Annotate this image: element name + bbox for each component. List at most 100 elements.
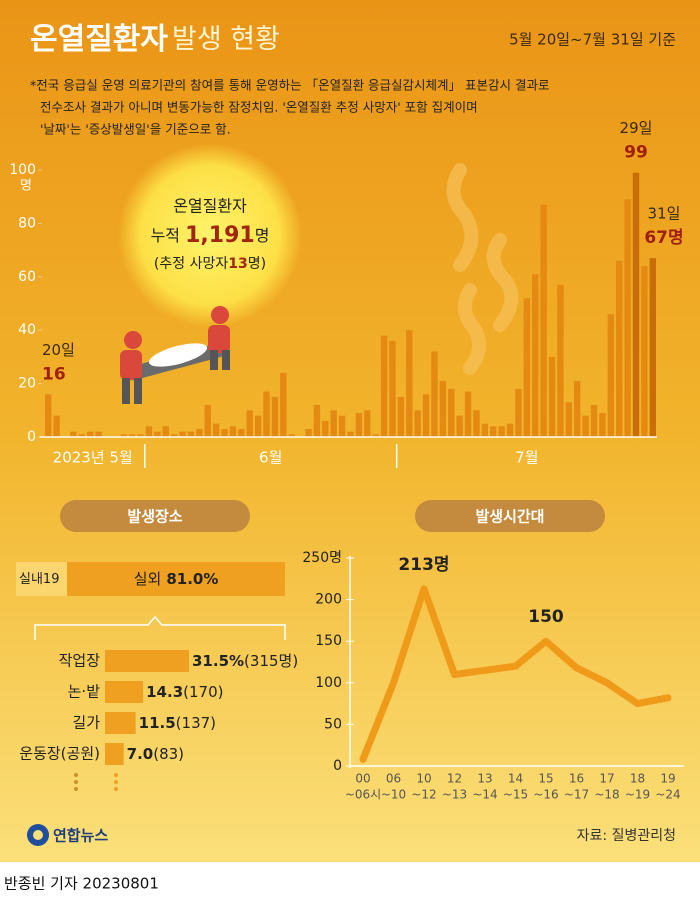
y-tick-label: 50 — [324, 716, 342, 732]
value-label-part: 14.3 — [146, 683, 183, 701]
bar — [574, 380, 581, 437]
annotation-value: 99 — [624, 143, 648, 163]
callout-line: 온열질환자 — [173, 197, 247, 216]
y-tick-label: 60 — [18, 269, 36, 285]
section-pill — [60, 500, 250, 532]
chart-title: 온열질환자 발생 현황 — [30, 22, 280, 57]
annotation-value: 67명 — [644, 228, 683, 248]
bar — [448, 388, 455, 437]
x-tick-label: 10 — [416, 772, 431, 786]
bar — [313, 404, 321, 437]
value-label-part: (170) — [183, 683, 223, 701]
bar — [145, 426, 153, 437]
share-label: 실내19 — [19, 572, 59, 587]
x-tick-label: 15 — [538, 772, 553, 786]
bar — [105, 743, 124, 765]
value-label: 31.5%(315명) — [192, 652, 298, 670]
callout-glow — [118, 143, 302, 327]
bar — [95, 431, 102, 437]
bar — [607, 314, 615, 437]
bar — [372, 434, 379, 437]
x-tick-label: ~10 — [381, 788, 406, 802]
x-tick-label: 14 — [508, 772, 523, 786]
bar — [212, 423, 220, 437]
bar — [464, 391, 472, 437]
bar — [590, 404, 598, 437]
category-label: 작업장 — [59, 652, 101, 670]
month-label: 6월 — [259, 449, 282, 467]
callout-total-part: 1,191 — [185, 223, 255, 248]
chart-title-part: 발생 현황 — [172, 24, 280, 55]
bar — [523, 298, 531, 437]
y-tick-label: 0 — [333, 758, 342, 774]
callout-total-part: 누적 — [151, 226, 186, 245]
bar — [246, 410, 253, 437]
value-label: 7.0(83) — [127, 745, 184, 763]
bar — [624, 199, 631, 437]
value-label: 150 — [528, 607, 564, 627]
bar — [238, 428, 245, 437]
note: '날짜'는 '증상발생일'을 기준으로 함. — [40, 122, 231, 137]
value-label-part: (137) — [176, 714, 216, 732]
share-label-part: 81.0% — [166, 570, 218, 588]
bar — [187, 431, 195, 437]
bar — [271, 396, 279, 437]
bar — [105, 650, 189, 672]
line — [359, 585, 672, 763]
bar — [515, 388, 522, 437]
bar — [221, 428, 228, 437]
share-label-part: 실외 — [134, 570, 162, 588]
bar — [137, 434, 144, 437]
x-tick-label: 06 — [386, 772, 401, 786]
note: *전국 응급실 운영 의료기관의 참여를 통해 운영하는 「온열질환 응급실감시… — [30, 78, 550, 93]
bar — [196, 428, 203, 437]
bar — [641, 266, 648, 437]
bar — [414, 410, 421, 437]
y-tick-label: 200 — [315, 592, 342, 608]
callout-deaths-part: 13 — [228, 256, 247, 272]
value-label-part: 31.5% — [192, 652, 244, 670]
callout-deaths: (추정 사망자13명) — [154, 256, 266, 272]
y-tick-label: 80 — [18, 215, 36, 231]
bar — [254, 415, 262, 437]
bar — [548, 356, 556, 437]
bar — [616, 260, 623, 437]
bar — [105, 712, 136, 734]
bar — [288, 434, 295, 437]
bar — [565, 402, 573, 437]
y-tick-label: 150 — [315, 633, 342, 649]
x-tick-label: ~13 — [442, 788, 467, 802]
bar — [389, 340, 396, 437]
x-tick-label: 13 — [477, 772, 492, 786]
callout-deaths-part: (추정 사망자 — [154, 256, 228, 272]
byline: 반종빈 기자 20230801 — [4, 875, 159, 893]
bar — [45, 394, 52, 437]
y-tick-label: 250명 — [302, 550, 342, 566]
logo-icon — [27, 824, 49, 846]
bar — [105, 681, 144, 703]
value-label: 213명 — [398, 555, 449, 575]
x-tick-label: ~14 — [472, 788, 497, 802]
section-title: 발생시간대 — [475, 508, 544, 526]
bar — [481, 423, 489, 437]
share-label-part: 19 — [43, 572, 60, 587]
bar — [154, 431, 161, 437]
bar — [406, 330, 413, 437]
bracket — [34, 615, 286, 640]
x-tick-label: ~18 — [594, 788, 619, 802]
bar — [120, 434, 127, 437]
bar — [162, 426, 169, 437]
x-tick-label: 18 — [630, 772, 645, 786]
share-bar — [16, 562, 68, 596]
month-label: 7월 — [515, 449, 538, 467]
x-tick-label: 16 — [569, 772, 584, 786]
bar — [229, 426, 237, 437]
bar — [280, 372, 287, 437]
section-title: 발생장소 — [127, 508, 182, 526]
bar — [128, 434, 136, 437]
bar — [397, 396, 405, 437]
annotation-day: 20일 — [42, 341, 75, 359]
bar — [506, 423, 514, 437]
y-tick-label: 100 — [9, 162, 36, 178]
bar — [380, 335, 388, 437]
